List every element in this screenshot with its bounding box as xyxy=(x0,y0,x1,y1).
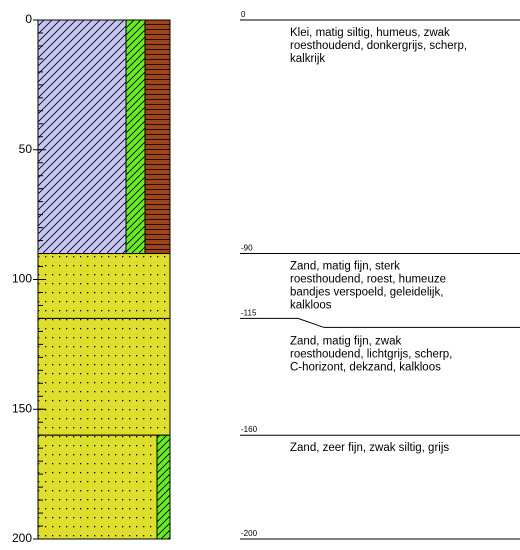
y-tick-label: 100 xyxy=(12,272,32,286)
soil-fill xyxy=(145,20,170,254)
y-tick-label: 0 xyxy=(25,12,32,26)
depth-label: -90 xyxy=(241,244,253,253)
depth-label: -160 xyxy=(241,425,258,434)
layer-description: roesthoudend, donkergrijs, scherp, xyxy=(290,40,467,52)
soil-fill xyxy=(157,435,170,539)
y-tick-label: 50 xyxy=(19,142,33,156)
layer-description: Zand, matig fijn, sterk xyxy=(290,261,400,273)
soil-fill xyxy=(38,20,126,254)
y-tick-label: 150 xyxy=(12,401,32,415)
depth-label: -115 xyxy=(241,308,257,317)
depth-label: -200 xyxy=(241,529,258,538)
soil-fill xyxy=(38,435,157,539)
layer-description: Klei, matig siltig, humeus, zwak xyxy=(290,27,450,39)
boring-log: 0 50 100 150 200 0 Klei, matig siltig, humeus… xyxy=(0,0,520,545)
layer-description: Zand, zeer fijn, zwak siltig, grijs xyxy=(290,442,449,454)
soil-fill xyxy=(38,254,170,319)
layer-description: bandjes verspoeld, geleidelijk, xyxy=(290,287,443,299)
soil-fill xyxy=(38,318,170,435)
layer-description: kalkrijk xyxy=(290,53,325,65)
y-tick-label: 200 xyxy=(12,531,32,545)
layer-description: roesthoudend, lichtgrijs, scherp, xyxy=(290,348,452,360)
soil-column xyxy=(38,20,170,539)
layer-description: Zand, matig fijn, zwak xyxy=(290,335,401,347)
soil-fill xyxy=(126,20,145,254)
layer-description: C-horizont, dekzand, kalkloos xyxy=(290,361,441,373)
depth-label: 0 xyxy=(241,10,246,19)
layer-description: roesthoudend, roest, humeuze xyxy=(290,274,446,286)
boundary-line xyxy=(240,318,520,327)
layer-description: kalkloos xyxy=(290,300,332,312)
